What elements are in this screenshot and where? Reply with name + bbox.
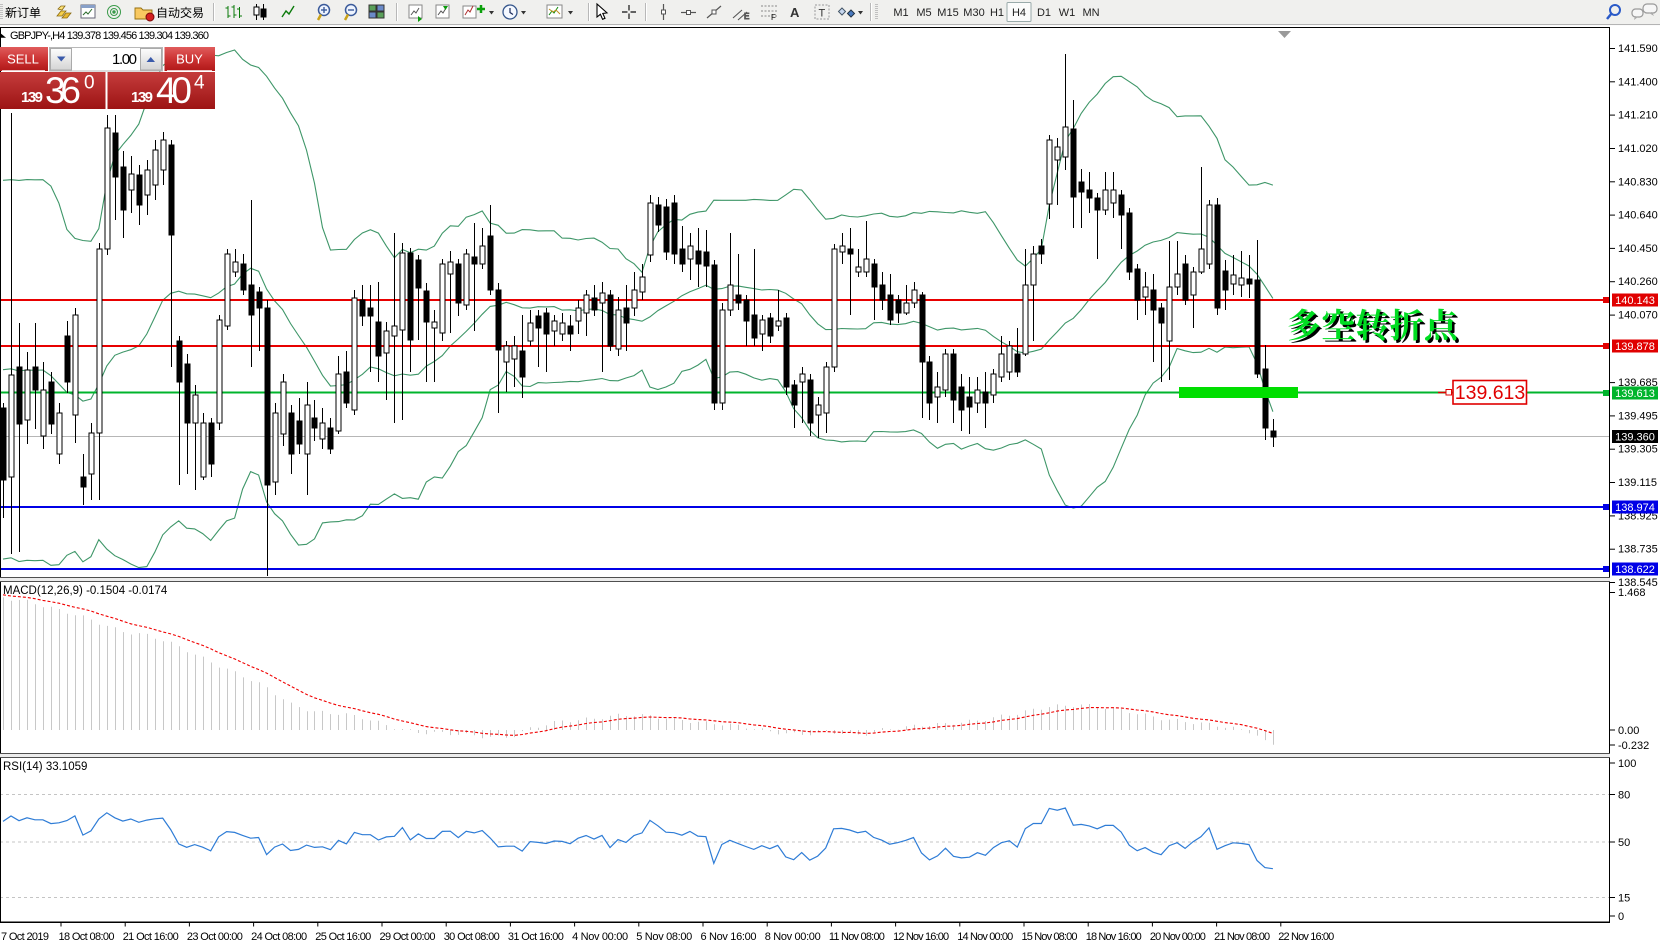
svg-text:100: 100 (1618, 758, 1636, 770)
svg-text:139.360: 139.360 (1615, 432, 1655, 444)
svg-text:21 Oct 16:00: 21 Oct 16:00 (123, 931, 179, 943)
svg-text:14 Nov 00:00: 14 Nov 00:00 (957, 931, 1013, 943)
svg-text:31 Oct 16:00: 31 Oct 16:00 (508, 931, 564, 943)
svg-text:M5: M5 (916, 7, 931, 19)
svg-text:MN: MN (1082, 7, 1099, 19)
svg-text:4 Nov 00:00: 4 Nov 00:00 (572, 931, 628, 943)
svg-text:139: 139 (131, 89, 153, 106)
svg-text:SELL: SELL (7, 52, 39, 67)
svg-text:140.450: 140.450 (1618, 243, 1658, 255)
svg-text:T: T (819, 8, 826, 20)
svg-text:W1: W1 (1059, 7, 1076, 19)
svg-text:11 Nov 08:00: 11 Nov 08:00 (829, 931, 885, 943)
svg-text:12 Nov 16:00: 12 Nov 16:00 (893, 931, 949, 943)
svg-text:138.622: 138.622 (1615, 564, 1655, 576)
svg-text:0.00: 0.00 (1618, 725, 1639, 737)
svg-text:18 Nov 16:00: 18 Nov 16:00 (1086, 931, 1142, 943)
svg-text:M1: M1 (893, 7, 908, 19)
svg-text:141.020: 141.020 (1618, 143, 1658, 155)
svg-text:23 Oct 00:00: 23 Oct 00:00 (187, 931, 243, 943)
svg-text:138.735: 138.735 (1618, 544, 1658, 556)
svg-text:0: 0 (84, 73, 95, 94)
svg-text:GBPJPY-,H4 139.378 139.456 13: GBPJPY-,H4 139.378 139.456 139.304 139.3… (10, 30, 209, 42)
svg-text:139.495: 139.495 (1618, 410, 1658, 422)
svg-text:H1: H1 (990, 7, 1004, 19)
svg-text:BUY: BUY (176, 52, 203, 67)
svg-text:80: 80 (1618, 790, 1630, 802)
svg-text:5 Nov 08:00: 5 Nov 08:00 (636, 931, 692, 943)
svg-text:20 Nov 00:00: 20 Nov 00:00 (1150, 931, 1206, 943)
svg-text:7 Oct 2019: 7 Oct 2019 (1, 931, 49, 943)
svg-text:1.468: 1.468 (1618, 587, 1646, 599)
svg-text:4: 4 (194, 73, 205, 94)
svg-text:15 Nov 08:00: 15 Nov 08:00 (1022, 931, 1078, 943)
svg-text:-0.232: -0.232 (1618, 740, 1649, 752)
svg-text:D1: D1 (1037, 7, 1051, 19)
svg-text:139.685: 139.685 (1618, 377, 1658, 389)
svg-text:18 Oct 08:00: 18 Oct 08:00 (59, 931, 115, 943)
svg-text:29 Oct 00:00: 29 Oct 00:00 (380, 931, 436, 943)
svg-text:0: 0 (1618, 911, 1624, 923)
svg-text:141.400: 141.400 (1618, 76, 1658, 88)
svg-text:140.260: 140.260 (1618, 276, 1658, 288)
svg-text:36: 36 (45, 70, 81, 111)
svg-text:141.590: 141.590 (1618, 43, 1658, 55)
svg-text:22 Nov 16:00: 22 Nov 16:00 (1278, 931, 1334, 943)
svg-text:M15: M15 (937, 7, 958, 19)
svg-text:139.613: 139.613 (1615, 388, 1655, 400)
svg-text:139.305: 139.305 (1618, 444, 1658, 456)
svg-text:E: E (744, 12, 749, 21)
svg-text:24 Oct 08:00: 24 Oct 08:00 (251, 931, 307, 943)
svg-text:139.878: 139.878 (1615, 341, 1655, 353)
svg-text:A: A (790, 5, 800, 20)
svg-text:138.974: 138.974 (1615, 502, 1655, 514)
svg-text:RSI(14) 33.1059: RSI(14) 33.1059 (3, 761, 87, 773)
svg-text:139.613: 139.613 (1455, 382, 1526, 404)
svg-text:139.115: 139.115 (1618, 477, 1657, 489)
svg-text:139: 139 (21, 89, 43, 106)
svg-text:141.210: 141.210 (1618, 110, 1658, 122)
svg-text:21 Nov 08:00: 21 Nov 08:00 (1214, 931, 1270, 943)
svg-text:140.070: 140.070 (1618, 310, 1658, 322)
svg-text:1.00: 1.00 (112, 51, 137, 68)
svg-text:138.545: 138.545 (1618, 577, 1658, 589)
svg-text:25 Oct 16:00: 25 Oct 16:00 (315, 931, 371, 943)
svg-text:8 Nov 00:00: 8 Nov 00:00 (765, 931, 821, 943)
svg-text:140.830: 140.830 (1618, 176, 1658, 188)
svg-text:15: 15 (1618, 893, 1630, 905)
svg-text:30 Oct 08:00: 30 Oct 08:00 (444, 931, 500, 943)
svg-text:6 Nov 16:00: 6 Nov 16:00 (701, 931, 757, 943)
svg-text:H4: H4 (1012, 7, 1026, 19)
svg-text:M30: M30 (963, 7, 984, 19)
svg-text:MACD(12,26,9) -0.1504 -0.0174: MACD(12,26,9) -0.1504 -0.0174 (3, 585, 168, 597)
svg-text:50: 50 (1618, 837, 1630, 849)
svg-text:140.640: 140.640 (1618, 210, 1658, 222)
svg-text:140.143: 140.143 (1615, 295, 1655, 307)
svg-text:40: 40 (156, 70, 192, 111)
svg-text:F: F (771, 13, 776, 22)
